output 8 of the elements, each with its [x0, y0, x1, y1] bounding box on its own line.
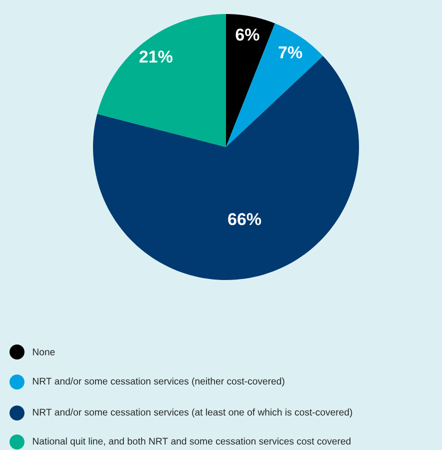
data-label: 66% — [228, 213, 262, 226]
legend-label: None — [32, 348, 55, 356]
data-label: 21% — [139, 50, 172, 63]
legend-label: NRT and/or some cessation services (at least one of which is cost-covered) — [32, 408, 352, 418]
legend-label: National quit line, and both NRT and some cessation services cost covered — [32, 438, 350, 446]
data-label: 6% — [236, 28, 260, 41]
data-label: 7% — [278, 46, 302, 58]
legend-label: NRT and/or some cessation services (neither cost-covered) — [32, 378, 284, 386]
